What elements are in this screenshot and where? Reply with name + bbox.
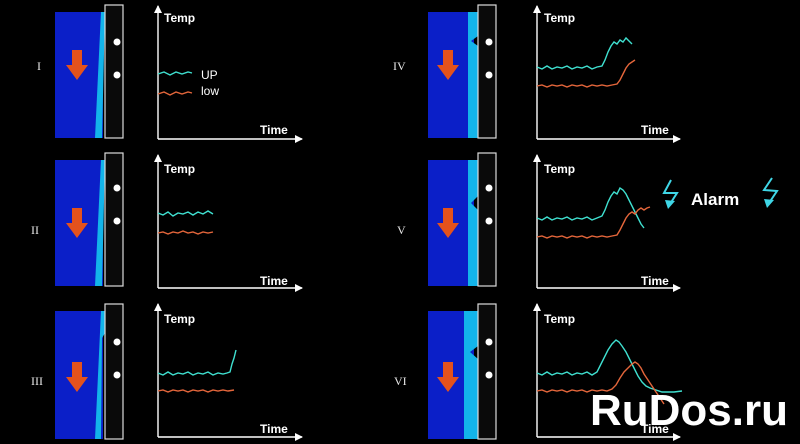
panel-numeral: IV [393,59,406,73]
panel-numeral: V [397,223,406,237]
panel-2: II Temp Time [31,152,303,292]
series-low-line [536,361,665,405]
furnace-wall-icon [55,303,124,440]
chart-axes [533,5,681,143]
panel-numeral: I [37,59,41,73]
y-axis-label: Temp [164,312,195,326]
panel-1: I Temp Time UP low [37,4,303,143]
watermark: RuDos.ru [590,386,788,435]
panel-numeral: VI [394,374,407,388]
panel-numeral: II [31,223,39,237]
down-arrow-icon [66,50,88,80]
legend: UP low [157,68,219,98]
down-arrow-icon [437,50,459,80]
series-up-line [157,210,214,217]
panel-4: IV Temp Time [393,4,681,143]
legend-swatch-low [157,91,193,96]
panel-numeral: III [31,374,43,388]
alarm-label: Alarm [691,190,739,209]
series-low-line [157,389,235,393]
chart-axes [533,303,681,441]
down-arrow-icon [66,208,88,238]
y-axis-label: Temp [164,11,195,25]
series-up-line [536,186,645,229]
y-axis-label: Temp [544,11,575,25]
series-up-line [536,339,683,393]
panel-5: V Temp Time Alarm [397,152,779,292]
lightning-bolt-icon [762,177,779,208]
chart-axes [533,154,681,292]
x-axis-label: Time [641,123,669,137]
x-axis-label: Time [260,422,288,436]
alarm-callout: Alarm [662,177,779,209]
x-axis-label: Time [641,274,669,288]
y-axis-label: Temp [164,162,195,176]
chart-axes [154,303,303,441]
series-low-line [536,59,636,88]
chart-axes [154,154,303,292]
furnace-wall-icon [428,4,497,139]
down-arrow-icon [437,208,459,238]
legend-label-up: UP [201,68,218,82]
series-up-line [157,349,237,376]
furnace-wall-icon [55,4,124,139]
y-axis-label: Temp [544,162,575,176]
x-axis-label: Time [260,274,288,288]
x-axis-label: Time [260,123,288,137]
series-low-line [536,206,651,239]
chart-axes [154,5,303,143]
lightning-bolt-icon [662,179,679,209]
legend-label-low: low [201,84,219,98]
panel-6: VI Temp Time [394,303,683,441]
furnace-wall-icon [428,303,497,440]
panel-3: III Temp Time [31,303,303,441]
series-low-line [157,230,214,235]
furnace-wall-icon [55,152,124,287]
series-up-line [536,36,633,70]
x-axis-label: Time [641,422,669,436]
legend-swatch-up [157,71,193,76]
down-arrow-icon [66,362,88,392]
y-axis-label: Temp [544,312,575,326]
furnace-wall-icon [428,152,497,287]
down-arrow-icon [437,362,459,392]
